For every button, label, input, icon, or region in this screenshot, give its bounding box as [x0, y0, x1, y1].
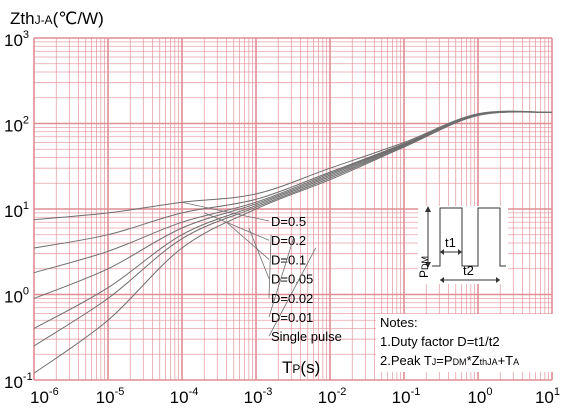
curve-d-0-5 — [33, 110, 553, 221]
tick-labels: 10-6 10-5 10-4 10-3 10-2 10-1 100 10110-1100101… — [4, 29, 560, 407]
notes-title: Notes: — [380, 315, 418, 330]
pdm-arrowhead-bottom — [425, 262, 431, 268]
notes-line-2-p4: +T — [498, 353, 514, 368]
pdm-label: PDM — [417, 256, 431, 278]
legend-label: D=0.05 — [271, 272, 313, 287]
notes-line-2-s1: J — [432, 357, 437, 367]
legend-leader-line — [226, 221, 270, 260]
notes-line-2-p3: *Z — [467, 353, 480, 368]
x-axis-title: TP(s) — [282, 358, 320, 377]
notes-bg — [376, 314, 556, 372]
notes-line-1: 1.Duty factor D=t1/t2 — [380, 334, 500, 349]
x-tick-label-exp: -4 — [189, 386, 199, 398]
x-tick-label: 10-2 — [318, 386, 347, 407]
x-tick-label-base: 10 — [244, 388, 263, 407]
notes: Notes: 1.Duty factor D=t1/t2 2.Peak TJ=P… — [376, 314, 556, 372]
y-tick-label-exp: 0 — [23, 286, 29, 298]
x-tick-label-exp: -5 — [115, 386, 125, 398]
x-axis-title-unit: (s) — [300, 358, 320, 377]
y-tick-label-base: 10 — [4, 202, 23, 221]
x-tick-label: 101 — [535, 386, 560, 407]
curve-single-pulse — [33, 111, 553, 374]
legend-leader-line — [268, 234, 272, 298]
y-tick-label-exp: 2 — [23, 115, 29, 127]
x-axis-title-sub: P — [292, 362, 300, 376]
notes-line-2-s3: thJA — [480, 357, 498, 367]
x-tick-label-exp: -1 — [411, 386, 421, 398]
y-tick-label-base: 10 — [4, 31, 23, 50]
x-tick-label: 10-3 — [244, 386, 273, 407]
legend-label: Single pulse — [271, 329, 342, 344]
x-tick-label-exp: -6 — [49, 386, 59, 398]
y-tick-label: 101 — [4, 200, 29, 221]
legend-leader-line — [204, 212, 270, 241]
pulse-diagram-bg — [418, 206, 508, 284]
t1-label: t1 — [445, 235, 456, 250]
legend-label: D=0.02 — [271, 291, 313, 306]
x-tick-label-base: 10 — [392, 388, 411, 407]
y-axis-title: ZthJ-A(℃/W) — [10, 9, 104, 28]
y-tick-label-base: 10 — [4, 117, 23, 136]
notes-line-2: 2.Peak TJ=PDM*ZthJA+TA — [380, 353, 519, 368]
pulse-diagram: t1 t2 PDM — [417, 206, 508, 284]
y-tick-label-base: 10 — [4, 373, 23, 392]
x-tick-label-exp: -2 — [337, 386, 347, 398]
t2-label: t2 — [463, 263, 474, 278]
y-tick-label: 10-1 — [4, 371, 33, 392]
legend-leader-line — [268, 247, 317, 337]
x-tick-label-exp: 0 — [486, 386, 492, 398]
x-tick-label-base: 10 — [170, 388, 189, 407]
x-tick-label-base: 10 — [30, 388, 49, 407]
notes-line-2-p2: =P — [436, 353, 452, 368]
notes-line-2-s4: A — [513, 357, 519, 367]
notes-line-2-p1: 2.Peak T — [380, 353, 432, 368]
x-tick-label: 100 — [467, 386, 492, 407]
curves — [33, 110, 553, 374]
x-tick-label-base: 10 — [96, 388, 115, 407]
y-tick-label-exp: 1 — [23, 200, 29, 212]
y-tick-label-base: 10 — [4, 288, 23, 307]
y-axis-title-main: Zth — [10, 9, 35, 28]
legend: D=0.5 D=0.2 D=0.1 D=0.05 D=0.02 D=0.01 Single … — [181, 201, 342, 344]
y-tick-label: 103 — [4, 29, 29, 50]
y-axis-title-unit: (℃/W) — [53, 9, 104, 28]
pdm-arrowhead-top — [425, 206, 431, 212]
x-tick-label: 10-1 — [392, 386, 421, 407]
pdm-label-main: P — [417, 270, 431, 278]
notes-line-2-s2: DM — [453, 357, 467, 367]
x-tick-label-base: 10 — [467, 388, 486, 407]
x-tick-label-base: 10 — [535, 388, 554, 407]
legend-leader-line — [181, 201, 270, 222]
x-axis-title-main: T — [282, 358, 292, 377]
x-tick-label: 10-4 — [170, 386, 199, 407]
legend-label: D=0.01 — [271, 310, 313, 325]
legend-leader-line — [248, 227, 270, 279]
y-tick-label: 102 — [4, 115, 29, 136]
x-tick-label: 10-6 — [30, 386, 59, 407]
x-tick-label-base: 10 — [318, 388, 337, 407]
y-tick-label-exp: -1 — [23, 371, 33, 383]
y-tick-label-exp: 3 — [23, 29, 29, 41]
x-tick-label: 10-5 — [96, 386, 125, 407]
legend-label: D=0.2 — [271, 233, 306, 248]
x-tick-label-exp: -3 — [263, 386, 273, 398]
y-axis-title-sub: J-A — [35, 13, 53, 27]
pulse-waveform — [432, 207, 506, 267]
legend-label: D=0.1 — [271, 252, 306, 267]
x-tick-label-exp: 1 — [554, 386, 560, 398]
y-tick-label: 100 — [4, 286, 29, 307]
pdm-label-sub: DM — [420, 256, 430, 270]
legend-label: D=0.5 — [271, 214, 306, 229]
legend-leader-line — [268, 238, 294, 318]
